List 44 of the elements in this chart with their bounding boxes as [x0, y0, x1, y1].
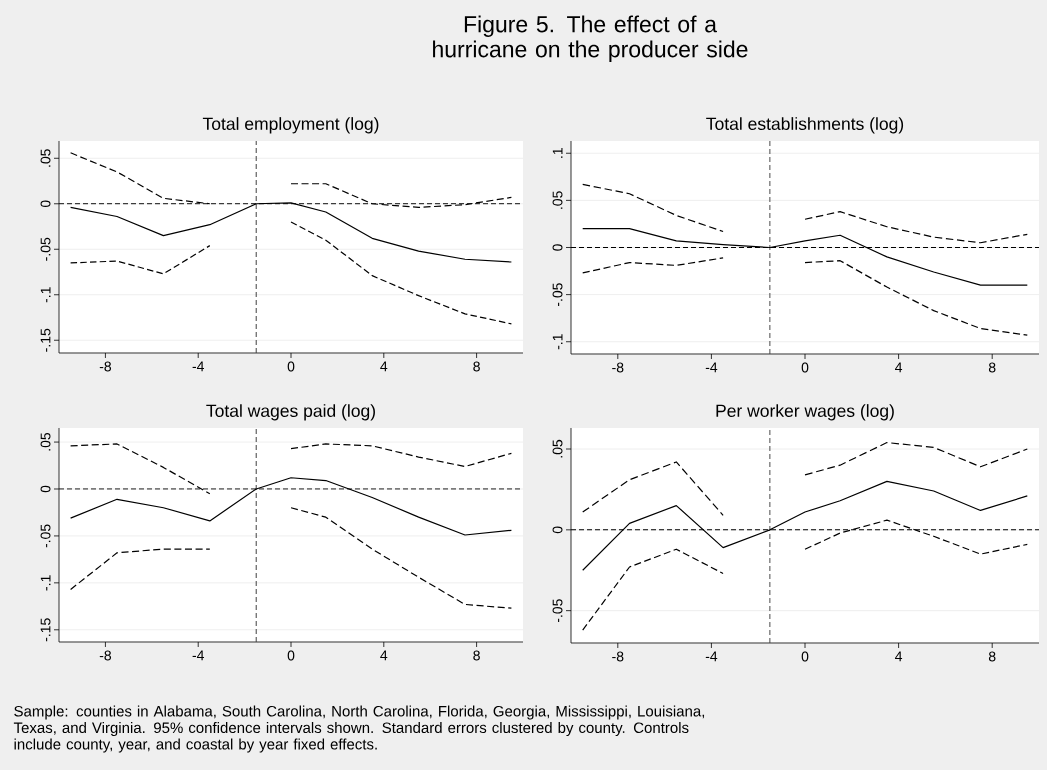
x-tick-label: -8	[612, 362, 624, 373]
y-tick-label: -.05	[40, 524, 51, 548]
x-tick-label: -8	[99, 650, 112, 661]
y-tick-label: -.05	[552, 283, 563, 307]
x-tick-label: 0	[287, 650, 295, 661]
x-tick-label: -4	[192, 361, 205, 372]
x-tick-label: 4	[895, 362, 903, 373]
y-tick-label: -.15	[40, 618, 51, 642]
x-tick-label: -4	[705, 362, 718, 373]
x-tick-label: 4	[895, 651, 903, 662]
x-tick-label: -4	[192, 650, 205, 661]
text: Figure 5. The effect of a hurricane on the producer side	[433, 15, 748, 62]
x-tick-label: 4	[380, 650, 388, 661]
x-tick-label: 0	[801, 651, 809, 662]
text: Sample: counties in Alabama, South Carolina, North Carolina, Florida, Georgia, Mississippi, Louisiana, Texas, and Virginia. 95% confidence intervals shown. Standard errors clustered by county. Controls include county, year, and coastal by year fixed effects.	[13, 705, 705, 753]
y-tick-label: .05	[552, 191, 563, 209]
chart-title: Total employment (log)	[202, 117, 379, 134]
chart-title: Total wages paid (log)	[206, 404, 375, 421]
y-tick-label: .05	[552, 439, 563, 458]
y-tick-label: 0	[40, 485, 51, 493]
y-tick-label: .05	[40, 432, 51, 451]
y-tick-label: 0	[40, 200, 51, 208]
x-tick-label: 8	[473, 361, 480, 372]
y-tick-label: 0	[552, 526, 563, 534]
y-tick-label: -.1	[40, 575, 51, 591]
y-tick-label: -.1	[40, 287, 51, 303]
x-tick-label: 4	[380, 361, 388, 372]
y-tick-label: 0	[552, 244, 563, 251]
x-tick-label: -8	[612, 651, 624, 662]
y-tick-label: -.1	[552, 334, 563, 350]
x-tick-label: -4	[705, 651, 718, 662]
x-tick-label: 0	[801, 362, 809, 373]
chart-title: Total establishments (log)	[706, 117, 904, 134]
y-tick-label: .05	[40, 149, 51, 167]
y-tick-label: -.05	[552, 599, 563, 623]
chart-title: Per worker wages (log)	[716, 404, 894, 421]
y-tick-label: .1	[552, 148, 563, 158]
x-tick-label: 8	[988, 362, 996, 373]
x-tick-label: 0	[287, 361, 295, 372]
x-tick-label: 8	[988, 651, 996, 662]
y-tick-label: -.15	[40, 328, 51, 352]
x-tick-label: -8	[99, 361, 112, 372]
y-tick-label: -.05	[40, 237, 51, 261]
x-tick-label: 8	[473, 650, 480, 661]
